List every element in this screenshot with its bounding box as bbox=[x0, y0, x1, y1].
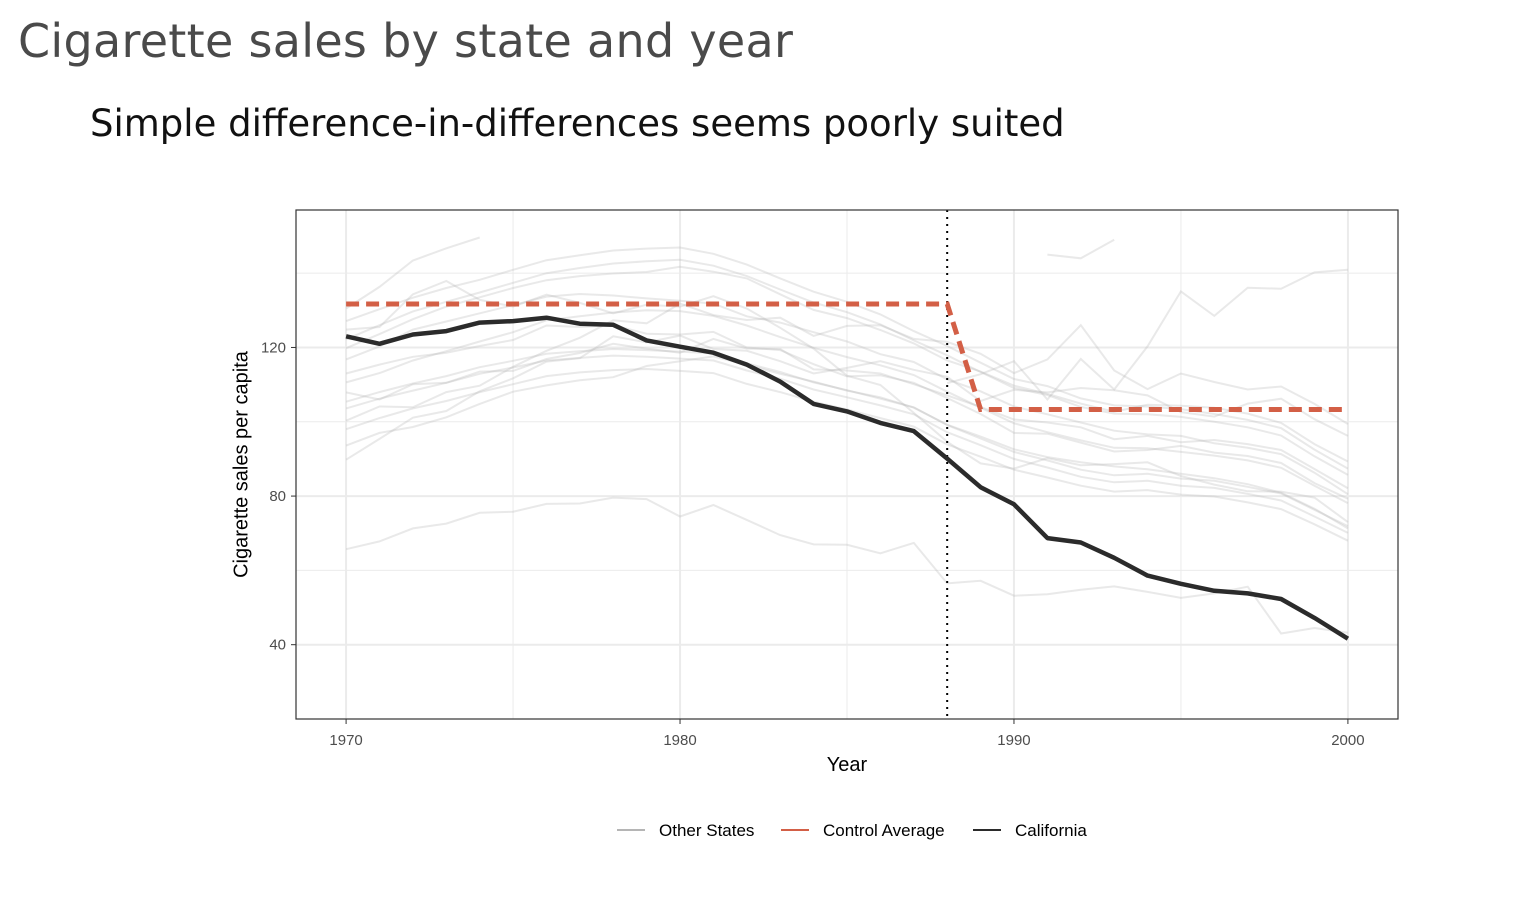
x-tick-label: 2000 bbox=[1331, 732, 1364, 749]
y-tick-label: 40 bbox=[269, 637, 286, 654]
other-state-line bbox=[345, 302, 1349, 425]
other-state-line bbox=[345, 324, 1349, 500]
other-state-line bbox=[345, 265, 1349, 463]
grid-layer bbox=[296, 210, 1398, 719]
legend-label: Other States bbox=[659, 821, 754, 840]
other-state-line bbox=[345, 347, 1349, 528]
other-state-line bbox=[345, 309, 1349, 504]
other-state-line bbox=[345, 354, 1349, 534]
other-state-line bbox=[345, 496, 1349, 635]
slide-subtitle: Simple difference-in-differences seems p… bbox=[90, 102, 1065, 145]
california-line bbox=[345, 315, 1350, 641]
main-series-lines bbox=[345, 210, 1350, 719]
other-state-line bbox=[946, 268, 1348, 402]
other-state-line bbox=[346, 279, 1349, 523]
x-tick-label: 1970 bbox=[329, 732, 362, 749]
other-state-line bbox=[1047, 238, 1115, 260]
y-tick-label: 120 bbox=[261, 339, 286, 356]
axis-layer: 1970 1980 1990 2000 40 80 120 bbox=[261, 339, 1365, 749]
legend-label: California bbox=[1015, 821, 1087, 840]
y-axis-title: Cigarette sales per capita bbox=[230, 350, 252, 578]
control-average-line bbox=[346, 301, 1348, 412]
x-axis-title: Year bbox=[827, 754, 868, 776]
panel-border bbox=[295, 209, 1399, 720]
legend-label: Control Average bbox=[823, 821, 945, 840]
other-state-line bbox=[345, 258, 1349, 476]
other-state-line bbox=[345, 236, 481, 310]
x-tick-label: 1990 bbox=[997, 732, 1030, 749]
y-tick-label: 80 bbox=[269, 488, 286, 505]
other-state-line bbox=[345, 355, 1349, 530]
x-tick-label: 1980 bbox=[663, 732, 696, 749]
legend: Other States Control Average California bbox=[617, 821, 1087, 840]
other-state-line bbox=[345, 334, 1349, 461]
other-state-line bbox=[345, 337, 1349, 490]
slide-title: Cigarette sales by state and year bbox=[18, 14, 794, 68]
